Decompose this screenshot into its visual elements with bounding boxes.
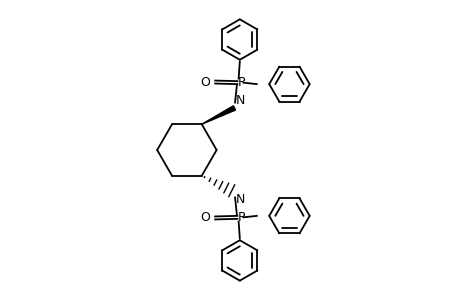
Polygon shape [202,106,235,124]
Text: O: O [200,76,209,88]
Text: P: P [237,76,245,89]
Text: P: P [237,211,245,224]
Text: N: N [235,193,244,206]
Text: O: O [200,212,209,224]
Text: N: N [235,94,244,107]
